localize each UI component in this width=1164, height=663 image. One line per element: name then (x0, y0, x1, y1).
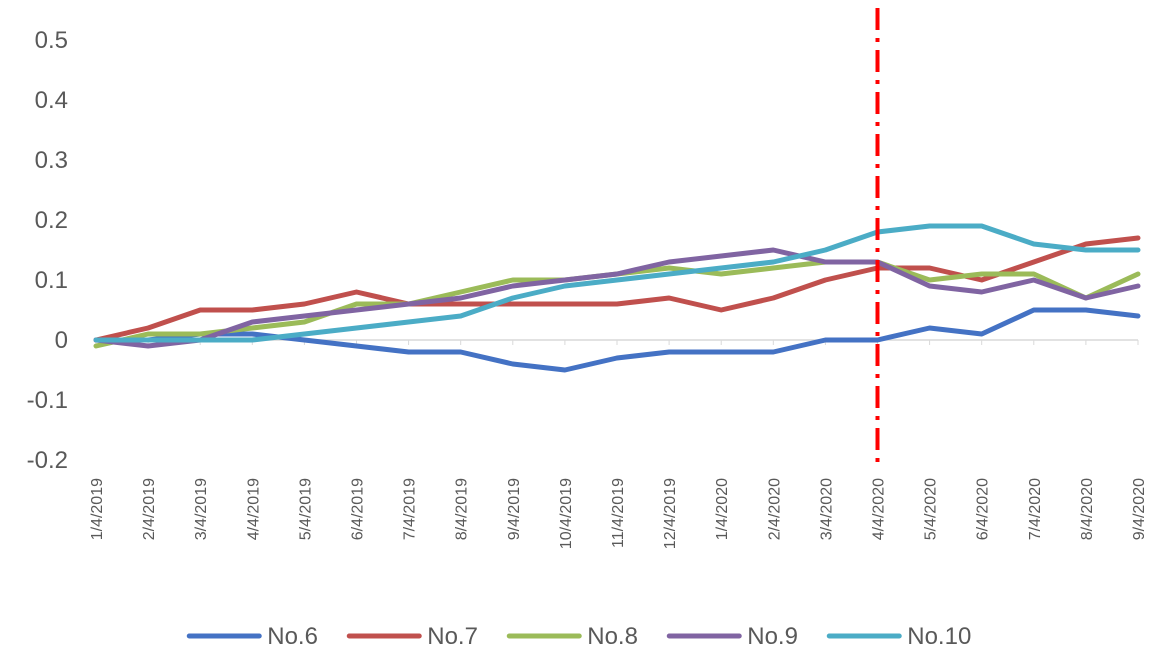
x-tick-label: 7/4/2020 (1027, 478, 1044, 540)
x-tick-label: 5/4/2020 (923, 478, 940, 540)
y-tick-label: 0.3 (35, 147, 68, 174)
legend-label-no6: No.6 (267, 623, 318, 650)
x-tick-label: 6/4/2020 (975, 478, 992, 540)
y-tick-label: 0.4 (35, 87, 68, 114)
x-tick-label: 3/4/2019 (193, 478, 210, 540)
x-tick-label: 2/4/2020 (766, 478, 783, 540)
x-tick-label: 3/4/2020 (818, 478, 835, 540)
y-tick-label: 0.1 (35, 267, 68, 294)
y-tick-label: 0.2 (35, 207, 68, 234)
y-tick-label: 0 (55, 327, 68, 354)
x-tick-label: 9/4/2019 (506, 478, 523, 540)
x-tick-label: 7/4/2019 (402, 478, 419, 540)
x-tick-label: 9/4/2020 (1131, 478, 1148, 540)
x-tick-label: 1/4/2020 (714, 478, 731, 540)
series-line-no9 (93, 247, 1141, 349)
legend-label-no10: No.10 (907, 623, 971, 650)
x-tick-label: 5/4/2019 (297, 478, 314, 540)
y-tick-label: 0.5 (35, 27, 68, 54)
x-tick-label: 11/4/2019 (610, 478, 627, 548)
x-tick-label: 1/4/2019 (89, 478, 106, 540)
y-tick-label: -0.1 (27, 387, 68, 414)
x-tick-label: 12/4/2019 (662, 478, 679, 549)
x-tick-label: 2/4/2019 (141, 478, 158, 540)
x-tick-label: 8/4/2020 (1079, 478, 1096, 540)
x-tick-label: 10/4/2019 (558, 478, 575, 549)
series-line-no10 (93, 223, 1141, 343)
legend: No.6 No.7 No.8 No.9 No.10 (186, 623, 971, 650)
legend-label-no7: No.7 (427, 623, 478, 650)
legend-label-no8: No.8 (587, 623, 638, 650)
y-tick-label: -0.2 (27, 447, 68, 474)
x-tick-label: 8/4/2019 (454, 478, 471, 540)
legend-label-no9: No.9 (747, 623, 798, 650)
series-line-no7 (93, 235, 1141, 343)
x-tick-label: 6/4/2019 (350, 478, 367, 540)
axis-layer: 0.5 0.4 0.3 0.2 0.1 0 -0.1 -0.2 1/4/2019 2/4/2019… (27, 27, 1148, 549)
x-tick-label: 4/4/2020 (871, 478, 888, 540)
x-tick-label: 4/4/2019 (245, 478, 262, 540)
series-layer (93, 223, 1141, 373)
